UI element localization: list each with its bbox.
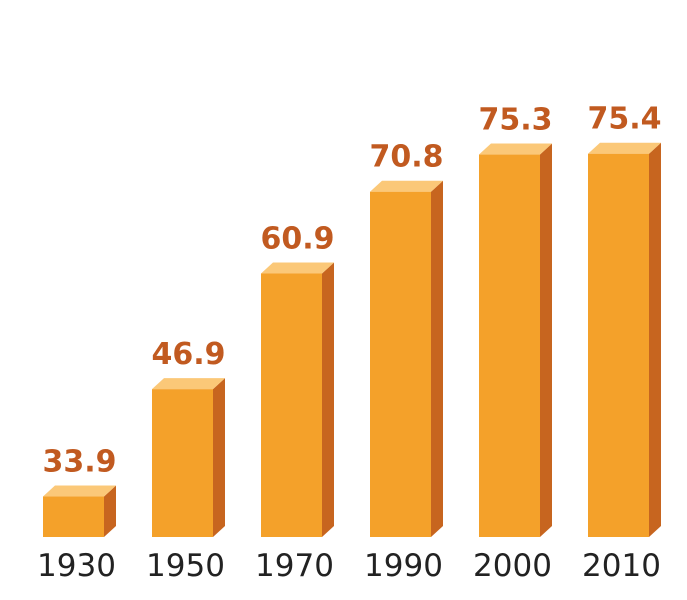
category-label: 1930 [37,548,116,584]
value-label: 75.4 [587,102,661,137]
bar-front-face [588,153,649,537]
bar-1930 [43,485,116,537]
value-label: 60.9 [260,222,334,257]
bar-front-face [261,273,322,537]
bar-2000 [479,143,552,537]
value-label: 33.9 [42,445,116,480]
bar-top-face [479,143,552,155]
value-label: 46.9 [151,337,225,372]
category-label: 2010 [582,548,661,584]
value-label: 70.8 [369,140,443,175]
bar-front-face [479,154,540,537]
bar-side-face [104,485,116,537]
bar-1990 [370,180,443,537]
bar-top-face [370,180,443,192]
bar-front-face [152,389,213,537]
category-label: 1990 [364,548,443,584]
bar-side-face [649,142,661,537]
bar-top-face [261,262,334,274]
bar-top-face [588,142,661,154]
bar-1950 [152,378,225,537]
bar-side-face [431,180,443,537]
bar-front-face [43,496,104,537]
bar-side-face [213,378,225,537]
category-label: 2000 [473,548,552,584]
bar-side-face [540,143,552,537]
bar-1970 [261,262,334,537]
category-label: 1950 [146,548,225,584]
category-label: 1970 [255,548,334,584]
value-label: 75.3 [478,103,552,138]
bar-top-face [43,485,116,497]
bar-side-face [322,262,334,537]
bar-2010 [588,142,661,537]
bar-top-face [152,378,225,390]
bar-front-face [370,191,431,537]
